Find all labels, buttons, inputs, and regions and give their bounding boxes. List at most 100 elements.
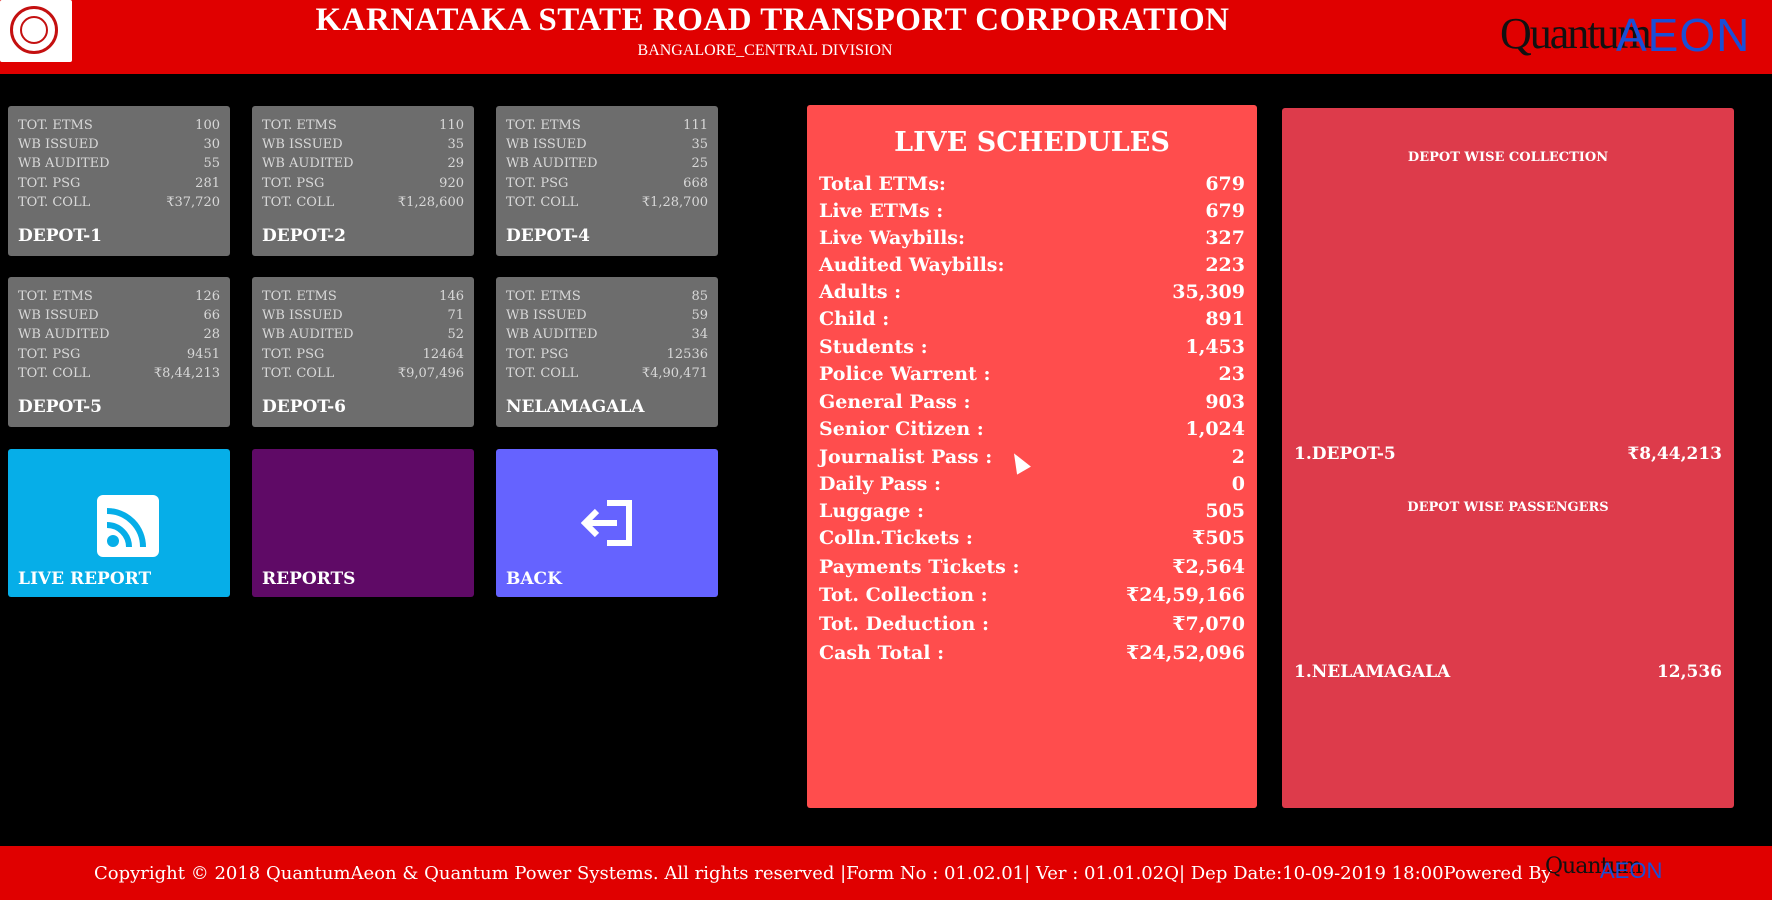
live-item: Daily Pass : 0 <box>819 473 1245 500</box>
live-item: Child : 891 <box>819 308 1245 335</box>
stat-value: 66 <box>203 308 220 323</box>
live-item-label: Colln.Tickets : <box>819 527 973 549</box>
live-item-value: 327 <box>1205 227 1245 249</box>
depot-wise-panel: DEPOT WISE COLLECTION 1.DEPOT-5 ₹8,44,213… <box>1282 108 1734 808</box>
stat-value: ₹37,720 <box>166 195 220 210</box>
stat-value: 52 <box>447 327 464 342</box>
stat-label: WB AUDITED <box>262 156 354 171</box>
logout-arrow-icon <box>580 493 641 553</box>
live-item: Tot. Collection : ₹24,59,166 <box>819 584 1245 611</box>
stat-label: TOT. ETMS <box>506 289 581 304</box>
stat-label: TOT. COLL <box>262 366 335 381</box>
stat-label: WB ISSUED <box>18 137 99 152</box>
quantumaeon-logo: Quantum AEON <box>1500 4 1770 64</box>
live-item-label: Tot. Deduction : <box>819 613 989 635</box>
stat-value: 110 <box>439 118 464 133</box>
stat-label: TOT. PSG <box>506 347 569 362</box>
stat-label: TOT. ETMS <box>262 289 337 304</box>
depot-tile-depot-2[interactable]: TOT. ETMS 110 WB ISSUED 35 WB AUDITED 29 TO… <box>252 106 474 256</box>
live-item: Tot. Deduction : ₹7,070 <box>819 613 1245 640</box>
rss-icon <box>97 495 159 557</box>
depot-tile-depot-6[interactable]: TOT. ETMS 146 WB ISSUED 71 WB AUDITED 52 TO… <box>252 277 474 427</box>
stat-label: WB ISSUED <box>262 137 343 152</box>
live-item-label: Audited Waybills: <box>819 254 1005 276</box>
live-item-value: 891 <box>1205 308 1245 330</box>
stat-label: WB AUDITED <box>18 156 110 171</box>
depot-tile-depot-1[interactable]: TOT. ETMS 100 WB ISSUED 30 WB AUDITED 55 TO… <box>8 106 230 256</box>
stat-value: 12464 <box>422 347 464 362</box>
live-report-label: LIVE REPORT <box>18 569 152 589</box>
live-item-label: Live Waybills: <box>819 227 966 249</box>
depot-name: DEPOT-5 <box>18 397 103 417</box>
live-item: Journalist Pass : 2 <box>819 446 1245 473</box>
stat-value: 85 <box>691 289 708 304</box>
stat-label: TOT. PSG <box>18 347 81 362</box>
stat-label: TOT. ETMS <box>18 289 93 304</box>
stat-label: TOT. COLL <box>506 366 579 381</box>
live-item-label: Live ETMs : <box>819 200 944 222</box>
depot-tile-nelamagala[interactable]: TOT. ETMS 85 WB ISSUED 59 WB AUDITED 34 TOT… <box>496 277 718 427</box>
stat-label: TOT. COLL <box>262 195 335 210</box>
stat-label: WB ISSUED <box>506 308 587 323</box>
live-item-value: 35,309 <box>1172 281 1245 303</box>
live-report-button[interactable]: LIVE REPORT <box>8 449 230 597</box>
reports-button[interactable]: REPORTS <box>252 449 474 597</box>
live-item: Adults : 35,309 <box>819 281 1245 308</box>
live-item-label: Adults : <box>819 281 902 303</box>
live-item: Live ETMs : 679 <box>819 200 1245 227</box>
stat-value: 12536 <box>666 347 708 362</box>
depot-collection-title: DEPOT WISE COLLECTION <box>1407 150 1609 165</box>
stat-value: 30 <box>203 137 220 152</box>
stat-label: TOT. ETMS <box>262 118 337 133</box>
depot-name: DEPOT-6 <box>262 397 347 417</box>
depot-tile-depot-4[interactable]: TOT. ETMS 111 WB ISSUED 35 WB AUDITED 25 TO… <box>496 106 718 256</box>
stat-value: ₹9,07,496 <box>397 366 464 381</box>
stat-label: WB ISSUED <box>18 308 99 323</box>
live-item-value: ₹505 <box>1192 527 1245 549</box>
stat-value: 28 <box>203 327 220 342</box>
live-item-label: Journalist Pass : <box>819 446 993 468</box>
stat-value: ₹4,90,471 <box>641 366 708 381</box>
live-item: Police Warrent : 23 <box>819 363 1245 390</box>
stat-label: TOT. COLL <box>18 195 91 210</box>
stat-label: TOT. PSG <box>262 347 325 362</box>
live-item-value: ₹7,070 <box>1172 613 1245 635</box>
live-item: Cash Total : ₹24,52,096 <box>819 642 1245 669</box>
stat-label: WB AUDITED <box>18 327 110 342</box>
stat-value: ₹8,44,213 <box>153 366 220 381</box>
live-item: General Pass : 903 <box>819 391 1245 418</box>
depot-name: DEPOT-4 <box>506 226 591 246</box>
stat-value: 100 <box>195 118 220 133</box>
live-item-label: Payments Tickets : <box>819 556 1020 578</box>
stat-value: 126 <box>195 289 220 304</box>
live-item-value: ₹24,59,166 <box>1126 584 1245 606</box>
depot-tile-depot-5[interactable]: TOT. ETMS 126 WB ISSUED 66 WB AUDITED 28 TO… <box>8 277 230 427</box>
footer-logo-quantum: Quantum <box>1545 854 1642 879</box>
live-item-value: 1,453 <box>1185 336 1246 358</box>
live-item-value: 0 <box>1231 473 1245 495</box>
stat-value: ₹1,28,700 <box>641 195 708 210</box>
back-label: BACK <box>506 569 562 589</box>
stat-value: 34 <box>691 327 708 342</box>
live-item-value: 679 <box>1205 200 1245 222</box>
stat-value: 9451 <box>186 347 220 362</box>
live-item-value: 2 <box>1231 446 1245 468</box>
passenger-depot-value: 12,536 <box>1656 662 1722 682</box>
live-item-label: Cash Total : <box>819 642 945 664</box>
depot-name: DEPOT-2 <box>262 226 347 246</box>
live-item: Colln.Tickets : ₹505 <box>819 527 1245 554</box>
stat-label: TOT. PSG <box>18 176 81 191</box>
stat-label: TOT. PSG <box>506 176 569 191</box>
stat-value: 35 <box>447 137 464 152</box>
live-item: Total ETMs: 679 <box>819 173 1245 200</box>
passenger-row: 1.NELAMAGALA 12,536 <box>1294 662 1722 682</box>
live-item-label: Police Warrent : <box>819 363 991 385</box>
depot-name: NELAMAGALA <box>506 397 645 417</box>
stat-label: WB AUDITED <box>262 327 354 342</box>
stat-value: 920 <box>439 176 464 191</box>
stat-value: 71 <box>447 308 464 323</box>
live-item: Payments Tickets : ₹2,564 <box>819 556 1245 583</box>
stat-label: WB ISSUED <box>506 137 587 152</box>
back-button[interactable]: BACK <box>496 449 718 597</box>
live-item-value: 223 <box>1205 254 1245 276</box>
